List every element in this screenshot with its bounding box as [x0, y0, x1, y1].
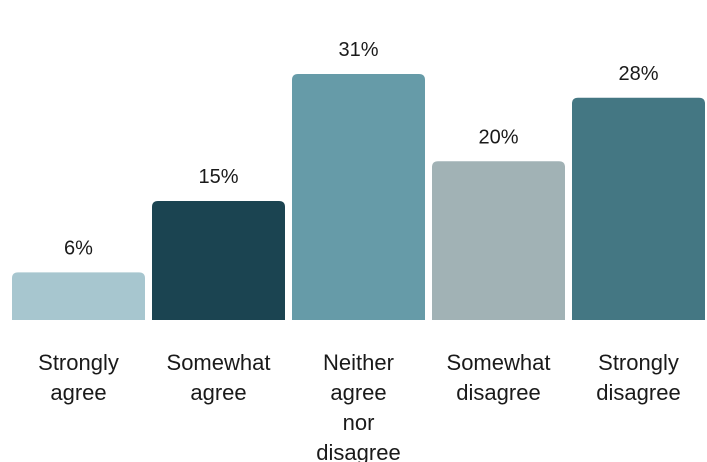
category-label-line: Neither — [323, 350, 394, 375]
category-label-line: Strongly — [38, 350, 119, 375]
category-label-line: disagree — [316, 440, 400, 462]
category-label-line: agree — [50, 380, 106, 405]
category-label-5: Strongly disagree — [596, 350, 680, 405]
bar-4 — [432, 161, 565, 320]
bars-group — [12, 74, 705, 320]
category-label-line: agree — [330, 380, 386, 405]
category-label-line: Somewhat — [167, 350, 271, 375]
bar-1 — [12, 272, 145, 320]
category-label-1: Strongly agree — [38, 350, 119, 405]
category-label-line: agree — [190, 380, 246, 405]
bar-3 — [292, 74, 425, 320]
category-label-3: Neither agree nor disagree — [316, 350, 400, 462]
value-label-1: 6% — [64, 237, 93, 259]
category-label-2: Somewhat agree — [167, 350, 271, 405]
bar-5 — [572, 97, 705, 320]
category-label-line: disagree — [596, 380, 680, 405]
value-label-3: 31% — [338, 39, 378, 61]
value-label-2: 15% — [198, 166, 238, 188]
value-labels-group: 6% 15% 31% 20% 28% — [64, 39, 659, 259]
category-label-line: nor — [343, 410, 375, 435]
value-label-5: 28% — [618, 63, 658, 85]
value-label-4: 20% — [478, 126, 518, 148]
category-label-line: Strongly — [598, 350, 679, 375]
bar-2 — [152, 200, 285, 320]
category-label-line: Somewhat — [447, 350, 551, 375]
category-label-4: Somewhat disagree — [447, 350, 551, 405]
category-labels-group: Strongly agree Somewhat agree Neither agree no… — [38, 350, 681, 462]
category-label-line: disagree — [456, 380, 540, 405]
